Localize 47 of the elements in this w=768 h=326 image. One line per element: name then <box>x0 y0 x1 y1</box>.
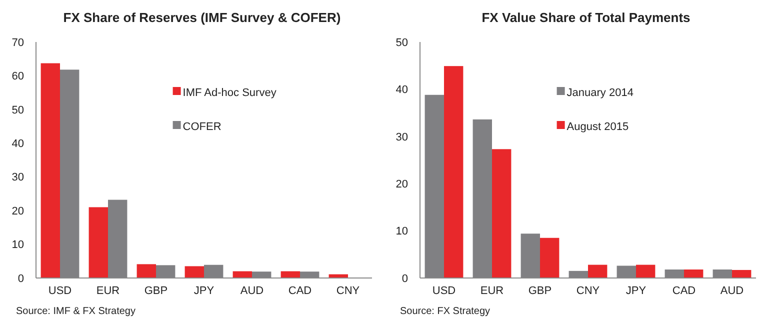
x-tick-label: JPY <box>194 285 215 297</box>
bar <box>40 63 60 278</box>
y-tick-label: 50 <box>396 36 408 49</box>
legend-label: COFER <box>182 120 222 133</box>
bar <box>492 149 512 278</box>
x-tick-label: CAD <box>672 285 696 297</box>
y-tick-label: 0 <box>18 272 24 285</box>
y-tick-label: 50 <box>12 104 24 116</box>
x-tick-label: GBP <box>528 285 552 297</box>
bar <box>684 270 704 278</box>
y-tick-label: 40 <box>396 84 408 96</box>
bar <box>636 264 656 278</box>
x-tick-label: CAD <box>288 285 312 297</box>
chart-title: FX Value Share of Total Payments <box>482 10 690 25</box>
bar <box>732 270 752 278</box>
y-tick-label: 0 <box>402 272 408 285</box>
bar <box>588 264 608 278</box>
x-tick-label: CNY <box>336 285 360 297</box>
chart-title: FX Share of Reserves (IMF Survey & COFER) <box>63 10 341 25</box>
x-tick-label: GBP <box>144 285 168 297</box>
x-tick-label: USD <box>432 285 456 297</box>
y-tick-label: 10 <box>12 239 24 252</box>
x-tick-label: EUR <box>96 285 120 297</box>
bar <box>184 266 204 278</box>
x-tick-label: CNY <box>576 285 600 297</box>
y-tick-label: 20 <box>396 178 408 190</box>
x-tick-label: USD <box>48 285 72 297</box>
x-tick-label: AUD <box>240 285 264 297</box>
y-tick-label: 40 <box>12 138 24 150</box>
y-tick-label: 20 <box>12 205 24 218</box>
y-tick-label: 70 <box>12 36 24 49</box>
source-note: Source: FX Strategy <box>400 306 490 317</box>
x-tick-label: AUD <box>720 285 744 297</box>
legend-label: January 2014 <box>566 86 634 99</box>
y-tick-label: 30 <box>396 131 408 144</box>
bar <box>540 238 560 278</box>
y-tick-label: 60 <box>12 70 24 83</box>
bar <box>136 264 156 278</box>
y-tick-label: 30 <box>12 172 24 184</box>
bar <box>444 66 464 278</box>
x-tick-label: EUR <box>480 285 504 297</box>
legend-label: August 2015 <box>566 120 629 133</box>
x-tick-label: JPY <box>626 285 647 297</box>
source-note: Source: IMF & FX Strategy <box>16 306 136 317</box>
legend-label: IMF Ad-hoc Survey <box>182 86 277 99</box>
y-tick-label: 10 <box>396 226 408 238</box>
bar <box>88 207 108 278</box>
